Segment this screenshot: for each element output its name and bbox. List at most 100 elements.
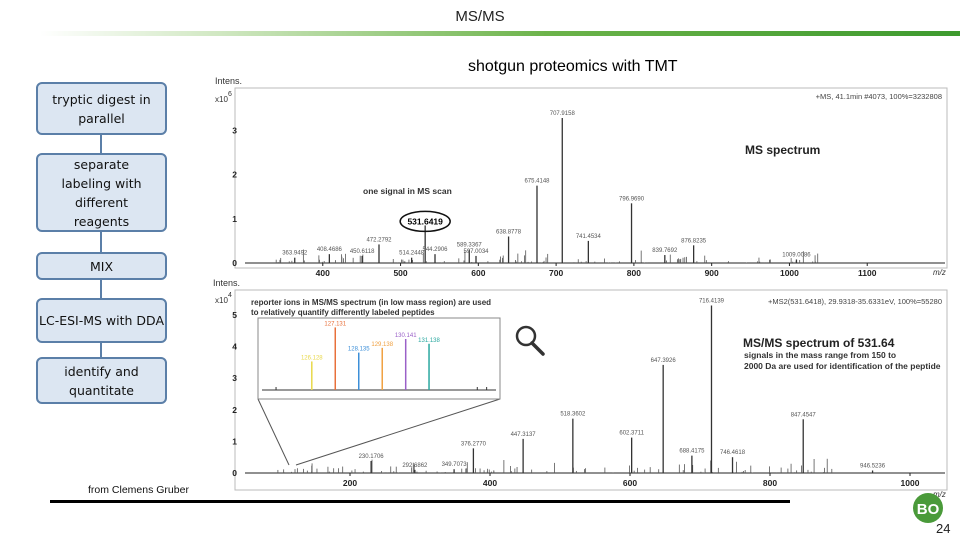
ms-peak-label: 514.2448 — [399, 251, 425, 257]
flow-step-digest: tryptic digest in parallel — [36, 82, 167, 135]
flow-connector — [100, 135, 102, 153]
boku-logo-graphic: BO — [913, 493, 943, 523]
msms-xtick-label: 1000 — [901, 478, 920, 488]
msms-plot-frame — [234, 289, 948, 491]
inset-title: reporter ions in MS/MS spectrum (in low … — [251, 298, 493, 317]
msms-peak-label: 447.3137 — [511, 432, 537, 438]
ms-peak-label: 638.8778 — [496, 229, 522, 235]
ms-xtick-label: 1000 — [780, 268, 799, 278]
logo-circle — [913, 493, 943, 523]
ms-peak-label: 839.7692 — [652, 248, 678, 254]
msms-peak-label: 602.3711 — [619, 431, 644, 437]
flow-step-lcms: LC-ESI-MS with DDA — [36, 298, 167, 343]
ms-peak-label: 796.9690 — [619, 196, 645, 202]
inset-frame — [257, 317, 501, 400]
ms-ylabel: Intens. — [215, 76, 242, 86]
header-divider — [40, 31, 960, 36]
ms-highlight-ellipse — [399, 210, 451, 233]
ms-peak-label: 741.4534 — [576, 234, 602, 240]
ms-xtick-label: 400 — [316, 268, 330, 278]
logo-text: BO — [917, 501, 940, 518]
msms-ytick-label: 0 — [232, 468, 237, 478]
magnifier-icon — [515, 325, 545, 356]
msms-xtick-label: 200 — [343, 478, 357, 488]
ms-header-info: +MS, 41.1min #4073, 100%=3232808 — [816, 92, 942, 101]
ms-xtick-label: 1100 — [858, 268, 877, 278]
ms-yscale: x10 — [215, 95, 228, 104]
msms-xtick-label: 600 — [623, 478, 637, 488]
flow-connector — [100, 343, 102, 357]
msms-ytick-label: 2 — [232, 405, 237, 415]
msms-peak-label: 946.5236 — [860, 463, 886, 469]
ms-peak-label: 544.2906 — [422, 247, 448, 253]
ms-xlabel: m/z — [933, 268, 946, 277]
ms-xtick-label: 600 — [471, 268, 485, 278]
ms-ytick-label: 1 — [232, 214, 237, 224]
boku-logo: BO — [900, 490, 960, 535]
msms-peak-label: 349.7073 — [442, 462, 468, 468]
ms-peak-label: 531.6419 — [407, 216, 443, 226]
msms-ylabel: Intens. — [213, 278, 240, 288]
ms-yexp: 6 — [228, 91, 232, 98]
reporter-ion-label: 129.138 — [371, 342, 393, 348]
reporter-ion-label: 130.141 — [395, 333, 417, 339]
ms-ytick-label: 3 — [232, 125, 237, 135]
ms-xtick-label: 700 — [549, 268, 563, 278]
image-credit: from Clemens Gruber — [88, 484, 189, 496]
flow-step-labeling: separate labeling with different reagent… — [36, 153, 167, 232]
msms-peak-label: 376.2770 — [461, 441, 487, 447]
ms-plot-frame — [234, 87, 948, 269]
msms-yscale: x10 — [215, 296, 228, 305]
msms-xtick-label: 800 — [763, 478, 777, 488]
ms-title: MS spectrum — [745, 143, 820, 157]
msms-peak-label: 688.4175 — [679, 449, 705, 455]
msms-description: signals in the mass range from 150 to 20… — [744, 350, 941, 371]
msms-peak-label: 292.6862 — [402, 463, 428, 469]
reporter-ion-label: 128.135 — [348, 347, 370, 353]
msms-description-line-2: 2000 Da are used for identification of t… — [744, 361, 941, 371]
ms-peak-label: 597.0034 — [463, 249, 489, 255]
msms-peak-label: 746.4618 — [720, 450, 746, 456]
ms-xtick-label: 500 — [393, 268, 407, 278]
msms-title: MS/MS spectrum of 531.64 — [743, 336, 895, 350]
ms-xtick-label: 900 — [705, 268, 719, 278]
ms-peak-label: 450.6118 — [350, 249, 375, 255]
flow-connector — [100, 280, 102, 298]
page-number: 24 — [936, 521, 951, 536]
msms-peak-label: 518.3602 — [560, 412, 586, 418]
msms-ytick-label: 4 — [232, 342, 237, 352]
msms-header-info: +MS2(531.6418), 29.9318-35.6331eV, 100%=… — [768, 297, 942, 306]
ms-peak-label: 876.8235 — [681, 238, 707, 244]
ms-spectrum: Intens. x10 6 +MS, 41.1min #4073, 100%=3… — [215, 76, 948, 278]
footer-divider — [50, 500, 790, 503]
msms-yexp: 4 — [228, 292, 232, 299]
flow-step-quantitate: identify and quantitate — [36, 357, 167, 404]
msms-ytick-label: 5 — [232, 310, 237, 320]
ms-annotation: one signal in MS scan — [363, 186, 452, 196]
msms-peak-label: 230.1706 — [359, 454, 385, 460]
reporter-ion-label: 126.128 — [301, 355, 323, 361]
ms-peak-label: 472.2792 — [366, 237, 392, 243]
msms-description-line-1: signals in the mass range from 150 to — [744, 350, 896, 360]
msms-peak-label: 847.4547 — [791, 412, 817, 418]
msms-peak-label: 716.4139 — [699, 298, 725, 304]
ms-peak-label: 589.3367 — [457, 243, 483, 249]
zoom-line — [257, 398, 290, 466]
msms-spectrum: Intens. x10 4 +MS2(531.6418), 29.9318-35… — [213, 278, 948, 499]
msms-xlabel: m/z — [933, 490, 946, 499]
slide-subtitle: shotgun proteomics with TMT — [468, 58, 678, 75]
zoom-line — [295, 398, 501, 466]
flow-step-mix: MIX — [36, 252, 167, 280]
inset-title-line-1: reporter ions in MS/MS spectrum (in low … — [251, 298, 491, 307]
ms-peak-label: 408.4686 — [317, 247, 343, 253]
ms-peak-label: 707.9158 — [550, 111, 576, 117]
flow-connector — [100, 232, 102, 252]
msms-ytick-label: 1 — [232, 436, 237, 446]
msms-xtick-label: 400 — [483, 478, 497, 488]
reporter-ion-inset: reporter ions in MS/MS spectrum (in low … — [251, 298, 545, 466]
reporter-ion-label: 131.138 — [418, 338, 440, 344]
ms-peak-label: 675.4148 — [524, 179, 550, 185]
msms-peak-label: 647.3926 — [651, 358, 677, 364]
ms-xtick-label: 800 — [627, 268, 641, 278]
